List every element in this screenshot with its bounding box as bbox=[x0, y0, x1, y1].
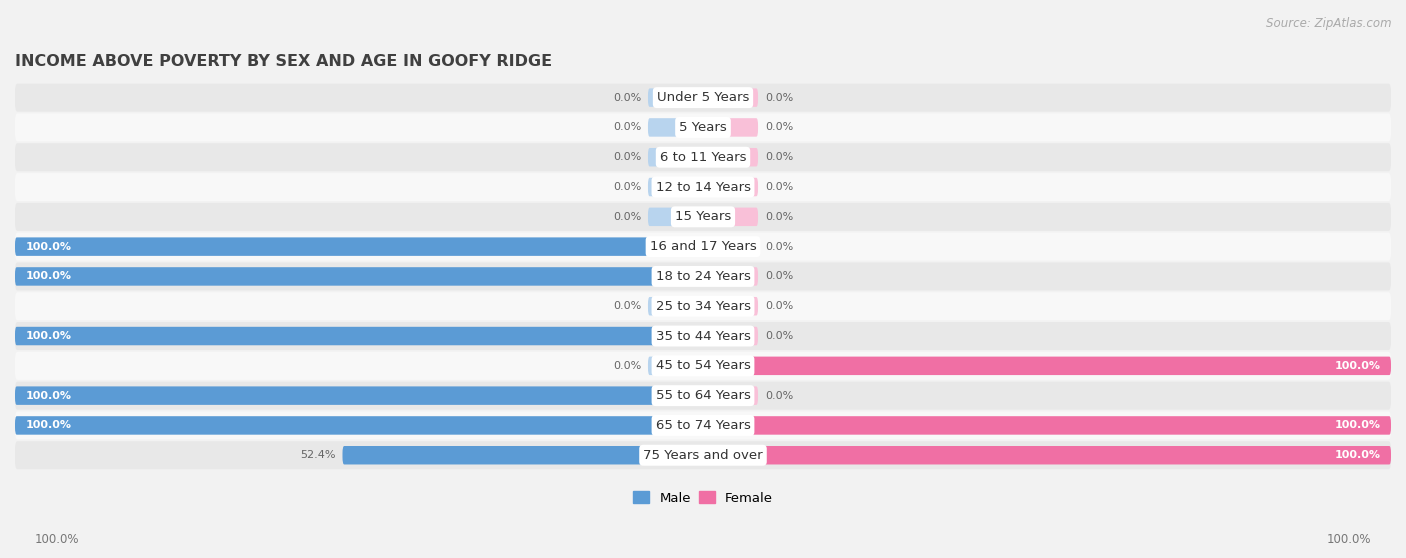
Text: 100.0%: 100.0% bbox=[1326, 533, 1371, 546]
Text: 100.0%: 100.0% bbox=[25, 420, 72, 430]
Text: 5 Years: 5 Years bbox=[679, 121, 727, 134]
Text: 55 to 64 Years: 55 to 64 Years bbox=[655, 389, 751, 402]
Text: 6 to 11 Years: 6 to 11 Years bbox=[659, 151, 747, 163]
FancyBboxPatch shape bbox=[703, 178, 758, 196]
FancyBboxPatch shape bbox=[703, 267, 758, 286]
Text: 25 to 34 Years: 25 to 34 Years bbox=[655, 300, 751, 312]
FancyBboxPatch shape bbox=[648, 148, 703, 166]
Text: 0.0%: 0.0% bbox=[765, 391, 793, 401]
FancyBboxPatch shape bbox=[15, 411, 1391, 440]
Text: Under 5 Years: Under 5 Years bbox=[657, 91, 749, 104]
FancyBboxPatch shape bbox=[703, 327, 758, 345]
Text: 45 to 54 Years: 45 to 54 Years bbox=[655, 359, 751, 372]
FancyBboxPatch shape bbox=[15, 441, 1391, 469]
Text: 0.0%: 0.0% bbox=[765, 93, 793, 103]
Text: 100.0%: 100.0% bbox=[1334, 450, 1381, 460]
Text: 0.0%: 0.0% bbox=[613, 152, 641, 162]
Text: 0.0%: 0.0% bbox=[613, 122, 641, 132]
Text: 12 to 14 Years: 12 to 14 Years bbox=[655, 181, 751, 194]
FancyBboxPatch shape bbox=[703, 357, 1391, 375]
Text: 0.0%: 0.0% bbox=[765, 271, 793, 281]
FancyBboxPatch shape bbox=[15, 292, 1391, 320]
FancyBboxPatch shape bbox=[648, 208, 703, 226]
FancyBboxPatch shape bbox=[648, 178, 703, 196]
Text: 100.0%: 100.0% bbox=[25, 331, 72, 341]
FancyBboxPatch shape bbox=[15, 382, 1391, 410]
Text: 100.0%: 100.0% bbox=[25, 242, 72, 252]
Text: 0.0%: 0.0% bbox=[613, 361, 641, 371]
Text: 0.0%: 0.0% bbox=[765, 331, 793, 341]
Text: 0.0%: 0.0% bbox=[613, 301, 641, 311]
FancyBboxPatch shape bbox=[703, 237, 758, 256]
Text: 0.0%: 0.0% bbox=[613, 212, 641, 222]
FancyBboxPatch shape bbox=[15, 203, 1391, 231]
FancyBboxPatch shape bbox=[648, 118, 703, 137]
Text: 15 Years: 15 Years bbox=[675, 210, 731, 223]
FancyBboxPatch shape bbox=[15, 327, 703, 345]
FancyBboxPatch shape bbox=[703, 446, 1391, 464]
FancyBboxPatch shape bbox=[15, 237, 703, 256]
Text: 18 to 24 Years: 18 to 24 Years bbox=[655, 270, 751, 283]
FancyBboxPatch shape bbox=[703, 148, 758, 166]
Text: 75 Years and over: 75 Years and over bbox=[643, 449, 763, 461]
FancyBboxPatch shape bbox=[648, 88, 703, 107]
FancyBboxPatch shape bbox=[648, 357, 703, 375]
FancyBboxPatch shape bbox=[15, 386, 703, 405]
Text: 0.0%: 0.0% bbox=[613, 93, 641, 103]
Text: 35 to 44 Years: 35 to 44 Years bbox=[655, 330, 751, 343]
Text: 100.0%: 100.0% bbox=[25, 391, 72, 401]
Text: 0.0%: 0.0% bbox=[613, 182, 641, 192]
Text: 0.0%: 0.0% bbox=[765, 242, 793, 252]
Text: 100.0%: 100.0% bbox=[1334, 361, 1381, 371]
FancyBboxPatch shape bbox=[15, 322, 1391, 350]
FancyBboxPatch shape bbox=[703, 416, 1391, 435]
Text: 0.0%: 0.0% bbox=[765, 182, 793, 192]
Text: 52.4%: 52.4% bbox=[299, 450, 336, 460]
Text: 0.0%: 0.0% bbox=[765, 152, 793, 162]
FancyBboxPatch shape bbox=[648, 297, 703, 315]
Text: 100.0%: 100.0% bbox=[1334, 420, 1381, 430]
Text: 0.0%: 0.0% bbox=[765, 122, 793, 132]
FancyBboxPatch shape bbox=[703, 88, 758, 107]
Text: Source: ZipAtlas.com: Source: ZipAtlas.com bbox=[1267, 17, 1392, 30]
Text: 0.0%: 0.0% bbox=[765, 301, 793, 311]
Text: 0.0%: 0.0% bbox=[765, 212, 793, 222]
FancyBboxPatch shape bbox=[15, 352, 1391, 380]
FancyBboxPatch shape bbox=[703, 208, 758, 226]
FancyBboxPatch shape bbox=[15, 84, 1391, 112]
FancyBboxPatch shape bbox=[15, 173, 1391, 201]
Text: 100.0%: 100.0% bbox=[35, 533, 80, 546]
FancyBboxPatch shape bbox=[703, 386, 758, 405]
Text: 100.0%: 100.0% bbox=[25, 271, 72, 281]
FancyBboxPatch shape bbox=[15, 267, 703, 286]
Text: 16 and 17 Years: 16 and 17 Years bbox=[650, 240, 756, 253]
FancyBboxPatch shape bbox=[703, 118, 758, 137]
FancyBboxPatch shape bbox=[15, 416, 703, 435]
FancyBboxPatch shape bbox=[15, 143, 1391, 171]
Text: INCOME ABOVE POVERTY BY SEX AND AGE IN GOOFY RIDGE: INCOME ABOVE POVERTY BY SEX AND AGE IN G… bbox=[15, 54, 553, 69]
FancyBboxPatch shape bbox=[15, 233, 1391, 261]
FancyBboxPatch shape bbox=[15, 262, 1391, 290]
FancyBboxPatch shape bbox=[15, 113, 1391, 141]
Legend: Male, Female: Male, Female bbox=[627, 486, 779, 510]
Text: 65 to 74 Years: 65 to 74 Years bbox=[655, 419, 751, 432]
FancyBboxPatch shape bbox=[703, 297, 758, 315]
FancyBboxPatch shape bbox=[343, 446, 703, 464]
